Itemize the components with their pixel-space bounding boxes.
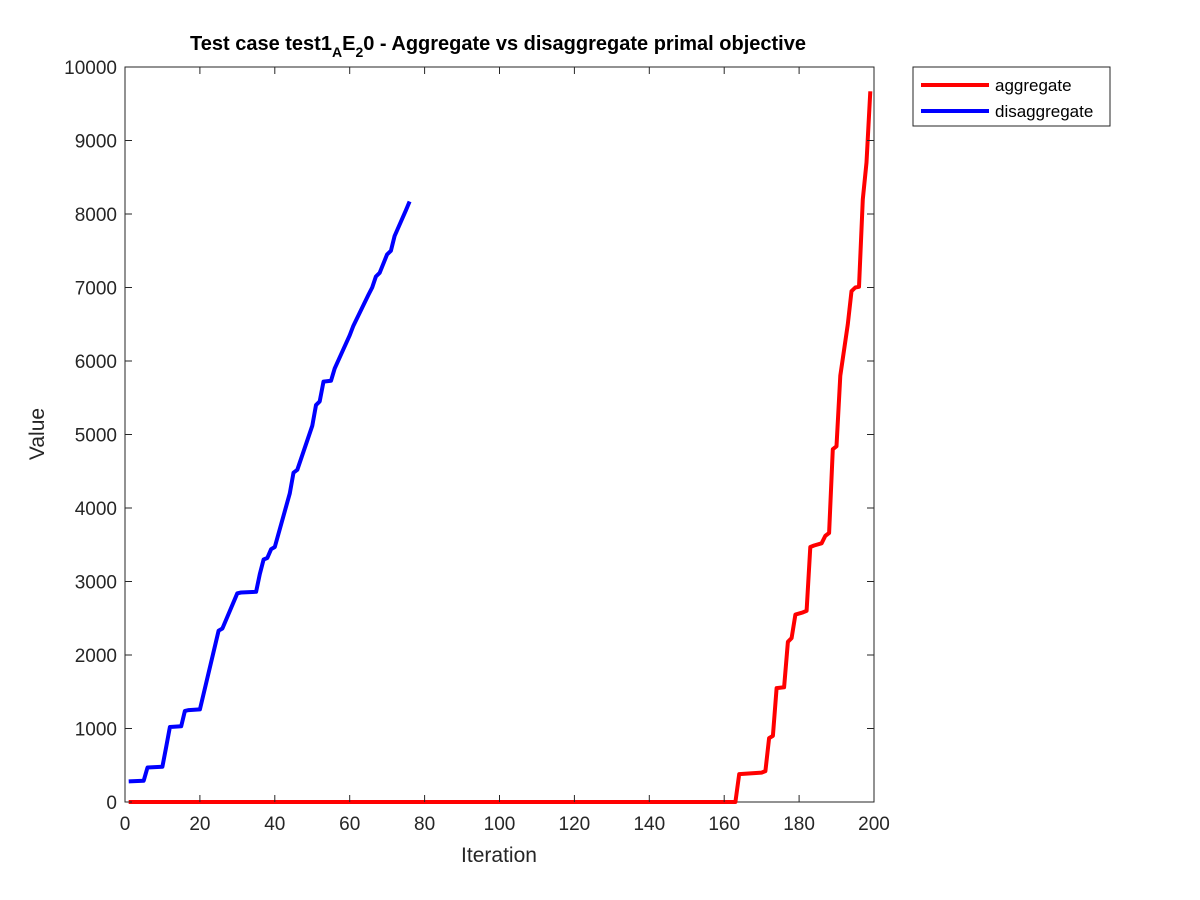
x-tick-label: 100 — [484, 814, 516, 835]
y-tick-label: 3000 — [75, 573, 117, 594]
x-tick-label: 0 — [120, 814, 131, 835]
x-axis-label: Iteration — [461, 844, 537, 867]
chart-title: Test case test1AE20 - Aggregate vs disag… — [190, 33, 806, 60]
x-tick-label: 20 — [189, 814, 210, 835]
legend-box — [912, 66, 1111, 127]
y-tick-label: 6000 — [75, 352, 117, 373]
x-tick-label: 80 — [414, 814, 435, 835]
y-tick-label: 5000 — [75, 426, 117, 447]
legend: aggregate disaggregate — [912, 66, 1111, 127]
legend-label-aggregate: aggregate — [995, 76, 1072, 95]
x-tick-label: 200 — [858, 814, 890, 835]
series-line-disaggregate — [128, 200, 412, 784]
x-tick-label: 180 — [783, 814, 815, 835]
plot-area: 0 20 40 60 80 100 120 140 160 180 2000100020003000… — [64, 58, 890, 835]
y-tick-label: 1000 — [75, 720, 117, 741]
x-tick-label: 60 — [339, 814, 360, 835]
y-tick-label: 4000 — [75, 499, 117, 520]
series-line-aggregate — [128, 91, 873, 804]
x-tick-label: 120 — [559, 814, 591, 835]
y-tick-label: 9000 — [75, 132, 117, 153]
y-tick-label: 8000 — [75, 205, 117, 226]
axes-box — [124, 66, 875, 803]
y-tick-label: 7000 — [75, 279, 117, 300]
x-tick-label: 40 — [264, 814, 285, 835]
ticks-layer: 0 20 40 60 80 100 120 140 160 180 2000100020003000… — [64, 58, 890, 835]
y-axis-label: Value — [26, 408, 49, 460]
x-tick-label: 160 — [708, 814, 740, 835]
legend-label-disaggregate: disaggregate — [995, 102, 1093, 121]
y-tick-label: 0 — [106, 793, 117, 814]
y-tick-label: 10000 — [64, 58, 117, 79]
y-tick-label: 2000 — [75, 646, 117, 667]
x-tick-label: 140 — [633, 814, 665, 835]
series-layer — [128, 91, 873, 804]
